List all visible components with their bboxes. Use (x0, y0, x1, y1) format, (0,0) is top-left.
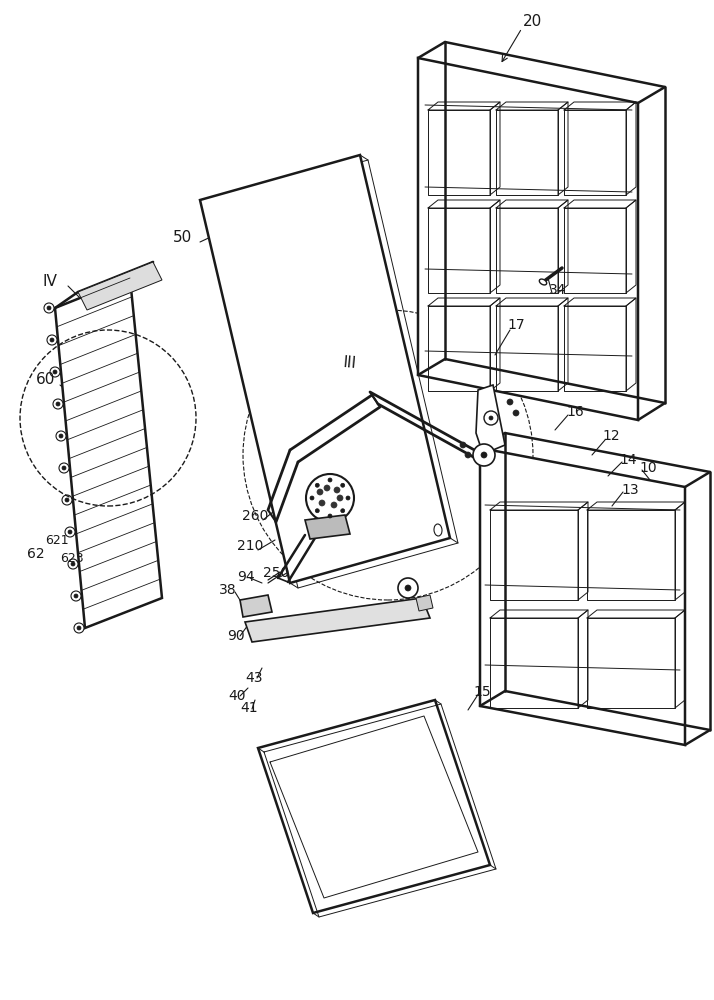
Circle shape (53, 399, 63, 409)
Text: IV: IV (43, 274, 57, 290)
Text: 250: 250 (263, 566, 289, 580)
Circle shape (56, 431, 66, 441)
Circle shape (473, 444, 495, 466)
Circle shape (484, 411, 498, 425)
Circle shape (50, 367, 60, 377)
Text: 623: 623 (60, 552, 84, 564)
Text: 34: 34 (549, 283, 567, 297)
Circle shape (316, 509, 319, 513)
Circle shape (460, 442, 466, 448)
Text: III: III (343, 355, 358, 371)
Circle shape (65, 498, 69, 502)
Polygon shape (416, 595, 433, 611)
Circle shape (310, 496, 314, 500)
Circle shape (44, 303, 54, 313)
Polygon shape (55, 278, 162, 628)
Circle shape (481, 452, 487, 458)
Circle shape (328, 514, 332, 518)
Circle shape (50, 338, 54, 342)
Text: 40: 40 (228, 689, 246, 703)
Circle shape (306, 474, 354, 522)
Text: 20: 20 (523, 14, 543, 29)
Polygon shape (305, 515, 350, 539)
Text: 13: 13 (621, 483, 639, 497)
Circle shape (331, 502, 337, 508)
Text: 62: 62 (27, 547, 45, 561)
Circle shape (68, 559, 78, 569)
Polygon shape (245, 598, 430, 642)
Circle shape (56, 402, 60, 406)
Ellipse shape (539, 279, 547, 285)
Circle shape (507, 399, 513, 405)
Circle shape (465, 452, 471, 458)
Polygon shape (476, 385, 505, 450)
Circle shape (71, 562, 75, 566)
Circle shape (62, 466, 66, 470)
Circle shape (59, 434, 63, 438)
Circle shape (319, 500, 325, 506)
Text: 621: 621 (45, 534, 69, 546)
Circle shape (341, 483, 345, 487)
Polygon shape (480, 448, 685, 745)
Text: 210: 210 (237, 539, 263, 553)
Circle shape (316, 483, 319, 487)
Text: 43: 43 (245, 671, 263, 685)
Polygon shape (418, 58, 638, 420)
Text: 17: 17 (507, 318, 525, 332)
Circle shape (341, 509, 345, 513)
Polygon shape (240, 595, 272, 617)
Text: 90: 90 (227, 629, 245, 643)
Circle shape (489, 416, 493, 420)
Circle shape (405, 585, 411, 591)
Circle shape (62, 495, 72, 505)
Circle shape (65, 527, 75, 537)
Polygon shape (258, 700, 490, 913)
Circle shape (53, 370, 57, 374)
Circle shape (324, 485, 330, 491)
Text: 16: 16 (566, 405, 584, 419)
Circle shape (74, 594, 78, 598)
Text: 94: 94 (237, 570, 255, 584)
Polygon shape (78, 262, 162, 310)
Polygon shape (200, 155, 450, 583)
Circle shape (328, 478, 332, 482)
Text: 260: 260 (242, 509, 268, 523)
Circle shape (59, 463, 69, 473)
Circle shape (71, 591, 81, 601)
Circle shape (513, 410, 519, 416)
Text: 10: 10 (639, 461, 657, 475)
Text: 60: 60 (36, 372, 56, 387)
Circle shape (47, 335, 57, 345)
Text: 38: 38 (219, 583, 237, 597)
Text: 41: 41 (240, 701, 258, 715)
Ellipse shape (434, 524, 442, 536)
Circle shape (47, 306, 51, 310)
Circle shape (77, 626, 81, 630)
Text: 12: 12 (602, 429, 620, 443)
Circle shape (398, 578, 418, 598)
Circle shape (346, 496, 350, 500)
Circle shape (334, 487, 340, 493)
Circle shape (337, 495, 343, 501)
Circle shape (68, 530, 72, 534)
Circle shape (317, 489, 323, 495)
Text: 50: 50 (174, 231, 193, 245)
Text: 14: 14 (619, 453, 637, 467)
Text: 15: 15 (473, 685, 491, 699)
Circle shape (74, 623, 84, 633)
